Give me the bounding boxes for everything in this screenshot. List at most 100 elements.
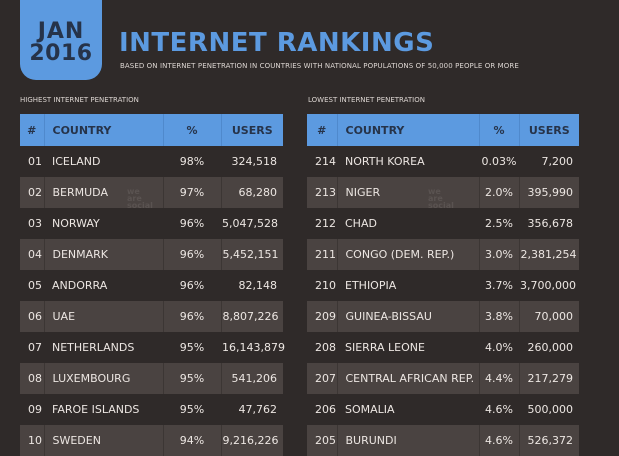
country-cell: SWEDEN [43, 425, 163, 456]
table-row: 03 NORWAY 96% 5,047,528 [20, 208, 283, 239]
rank-cell: 01 [28, 155, 42, 168]
watermark-line: we [428, 187, 441, 196]
percent-cell: 2.0% [478, 177, 519, 208]
table-row: 207 CENTRAL AFRICAN REP. 4.4% 217,279 [307, 363, 579, 394]
country-cell: NORTH KOREA [345, 155, 425, 168]
date-year: 2016 [29, 41, 93, 66]
col-users-header: USERS [518, 114, 579, 146]
rank-cell: 212 [315, 217, 336, 230]
table-row: 211 CONGO (DEM. REP.) 3.0% 2,381,254 [307, 239, 579, 270]
col-pct-header: % [162, 114, 221, 146]
page-subtitle: BASED ON INTERNET PENETRATION IN COUNTRI… [120, 62, 519, 70]
users-cell: 217,279 [518, 363, 579, 394]
users-cell: 500,000 [527, 403, 574, 416]
table-row: 08 LUXEMBOURG 95% 541,206 [20, 363, 283, 394]
percent-cell: 96% [162, 301, 221, 332]
rank-cell: 08 [20, 363, 44, 394]
rank-cell: 205 [307, 425, 337, 456]
users-cell: 47,762 [238, 403, 278, 416]
lowest-section-label: LOWEST INTERNET PENETRATION [308, 96, 425, 104]
percent-cell: 3.8% [478, 301, 519, 332]
table-row: 02 BERMUDA 97% 68,280 [20, 177, 283, 208]
table-header-row: # COUNTRY % USERS [307, 114, 579, 146]
country-cell: SIERRA LEONE [345, 341, 425, 354]
col-rank-header: # [307, 114, 337, 146]
percent-cell: 3.0% [478, 239, 519, 270]
rank-cell: 05 [28, 279, 42, 292]
country-cell: ETHIOPIA [345, 279, 397, 292]
col-rank-header: # [20, 114, 44, 146]
table-row: 212 CHAD 2.5% 356,678 [307, 208, 579, 239]
users-cell: 68,280 [220, 177, 283, 208]
users-cell: 356,678 [527, 217, 574, 230]
users-cell: 70,000 [518, 301, 579, 332]
table-row: 10 SWEDEN 94% 9,216,226 [20, 425, 283, 456]
rank-cell: 213 [307, 177, 337, 208]
percent-cell: 95% [162, 363, 221, 394]
percent-cell: 0.03% [481, 155, 517, 168]
country-cell: NORWAY [52, 217, 100, 230]
percent-cell: 4.4% [478, 363, 519, 394]
table-row: 214 NORTH KOREA 0.03% 7,200 [307, 146, 579, 177]
rank-cell: 06 [20, 301, 44, 332]
users-cell: 526,372 [518, 425, 579, 456]
rank-cell: 03 [28, 217, 42, 230]
col-country-header: COUNTRY [43, 114, 163, 146]
rank-cell: 02 [20, 177, 44, 208]
percent-cell: 96% [179, 279, 205, 292]
col-users-header: USERS [220, 114, 283, 146]
date-month: JAN [37, 19, 85, 44]
percent-cell: 96% [179, 217, 205, 230]
table-row: 09 FAROE ISLANDS 95% 47,762 [20, 394, 283, 425]
country-cell: UAE [43, 301, 163, 332]
users-cell: 5,047,528 [222, 217, 278, 230]
table-row: 206 SOMALIA 4.6% 500,000 [307, 394, 579, 425]
country-cell: NETHERLANDS [52, 341, 135, 354]
users-cell: 3,700,000 [520, 279, 576, 292]
users-cell: 2,381,254 [518, 239, 579, 270]
percent-cell: 2.5% [485, 217, 513, 230]
percent-cell: 4.6% [485, 403, 513, 416]
rank-cell: 09 [28, 403, 42, 416]
percent-cell: 94% [162, 425, 221, 456]
rank-cell: 07 [28, 341, 42, 354]
country-cell: NIGER [336, 177, 479, 208]
table-row: 210 ETHIOPIA 3.7% 3,700,000 [307, 270, 579, 301]
users-cell: 260,000 [527, 341, 574, 354]
country-cell: CENTRAL AFRICAN REP. [336, 363, 479, 394]
country-cell: ANDORRA [52, 279, 108, 292]
watermark-line: we [127, 187, 140, 196]
col-country-header: COUNTRY [336, 114, 479, 146]
table-row: 01 ICELAND 98% 324,518 [20, 146, 283, 177]
rank-cell: 04 [20, 239, 44, 270]
country-cell: GUINEA-BISSAU [336, 301, 479, 332]
percent-cell: 3.7% [485, 279, 513, 292]
rank-cell: 211 [307, 239, 337, 270]
rank-cell: 206 [315, 403, 336, 416]
watermark-line: social [127, 201, 153, 210]
country-cell: BURUNDI [336, 425, 479, 456]
rank-cell: 207 [307, 363, 337, 394]
rank-cell: 209 [307, 301, 337, 332]
date-badge: JAN 2016 [20, 0, 102, 80]
users-cell: 5,452,151 [220, 239, 283, 270]
highest-section-label: HIGHEST INTERNET PENETRATION [20, 96, 139, 104]
users-cell: 541,206 [220, 363, 283, 394]
users-cell: 16,143,879 [222, 341, 285, 354]
users-cell: 395,990 [518, 177, 579, 208]
country-cell: CONGO (DEM. REP.) [336, 239, 479, 270]
rank-cell: 208 [315, 341, 336, 354]
percent-cell: 95% [179, 341, 205, 354]
table-row: 07 NETHERLANDS 95% 16,143,879 [20, 332, 285, 363]
rank-cell: 210 [315, 279, 336, 292]
table-row: 05 ANDORRA 96% 82,148 [20, 270, 283, 301]
watermark-line: are [428, 194, 443, 203]
users-cell: 9,216,226 [220, 425, 283, 456]
country-cell: LUXEMBOURG [43, 363, 163, 394]
users-cell: 82,148 [238, 279, 278, 292]
country-cell: DENMARK [43, 239, 163, 270]
country-cell: CHAD [345, 217, 377, 230]
country-cell: ICELAND [52, 155, 101, 168]
table-header-row: # COUNTRY % USERS [20, 114, 283, 146]
users-cell: 7,200 [541, 155, 574, 168]
